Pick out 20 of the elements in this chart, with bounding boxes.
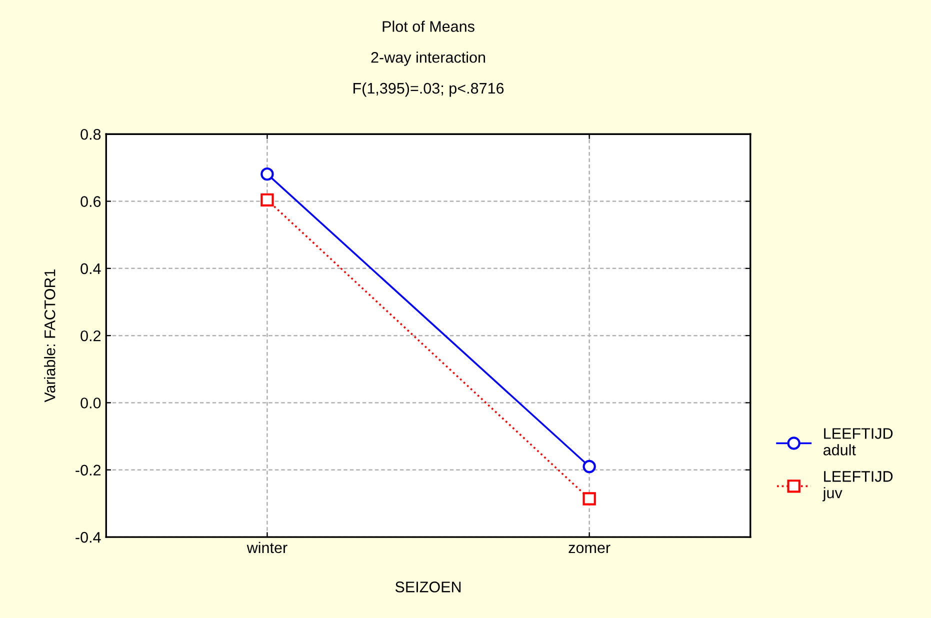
x-tick-label: winter xyxy=(246,542,288,554)
legend-label: LEEFTIJD adult xyxy=(824,428,893,456)
x-tick-label: zomer xyxy=(568,544,610,554)
point xyxy=(260,193,274,207)
point xyxy=(582,460,596,474)
point xyxy=(582,492,596,506)
chart-subtitle: 2-way interaction xyxy=(371,52,486,66)
point xyxy=(260,167,274,181)
chart-title: Plot of Means xyxy=(382,20,474,32)
legend-label: LEEFTIJD juv xyxy=(822,471,893,502)
y-tick-label: 0.4 xyxy=(80,263,101,274)
y-tick-label: 0.8 xyxy=(80,128,101,140)
y-tick-label: -0.2 xyxy=(76,464,101,476)
y-tick-label: 0.0 xyxy=(80,398,101,408)
x-axis-title: SEIZOEN xyxy=(395,582,461,592)
y-tick-label: 0.6 xyxy=(80,196,101,207)
y-axis-title: Variable: FACTOR1 xyxy=(44,270,56,402)
text: F(1,395)=.03; p<.8716 xyxy=(354,82,504,97)
y-tick-label: -0.4 xyxy=(76,532,101,543)
y-tick-label: 0.2 xyxy=(80,330,101,342)
